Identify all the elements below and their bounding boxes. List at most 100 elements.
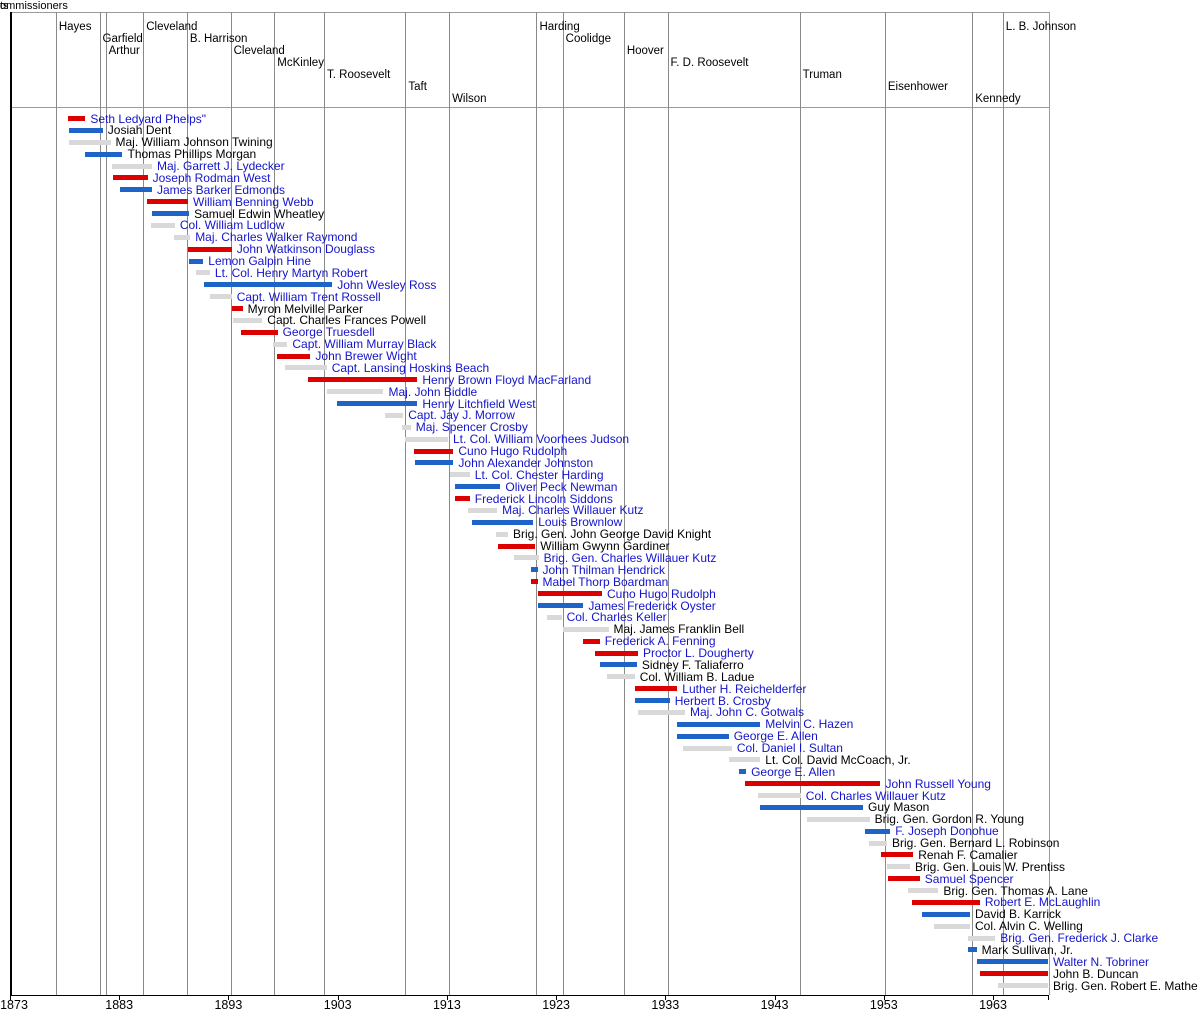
axis-tick [993,995,994,1000]
president-label: Hoover [626,45,664,57]
commissioner-name[interactable]: Herbert B. Crosby [674,693,771,708]
president-label: F. D. Roosevelt [670,57,749,69]
commissioner-bar [807,816,870,822]
commissioner-name[interactable]: F. Joseph Donohue [895,824,999,839]
axis-year-label: 1943 [760,998,789,1012]
commissioner-name[interactable]: Henry Brown Floyd MacFarland [422,372,592,387]
axis-year-label: 1873 [0,998,28,1012]
commissioner-name[interactable]: John Thilman Hendrick [542,562,666,577]
commissioner-bar [85,151,123,157]
commissioner-name[interactable]: Maj. Charles Willauer Kutz [502,503,644,518]
commissioner-name[interactable]: Joseph Rodman West [152,170,271,185]
commissioner-bar [188,246,232,252]
commissioner-name[interactable]: Oliver Peck Newman [505,479,618,494]
commissioner-name[interactable]: Brig. Gen. Frederick J. Clarke [1000,931,1159,945]
commissioner-bar [467,507,498,513]
commissioner-name[interactable]: Maj. John C. Gotwals [690,705,805,720]
commissioner-bar [745,781,881,787]
president-label: Kennedy [975,93,1021,105]
commissioner-name[interactable]: Maj. Spencer Crosby [415,420,528,435]
commissioner-name[interactable]: James Barker Edmonds [157,182,286,197]
commissioner-name[interactable]: John Alexander Johnston [458,455,594,470]
commissioner-bar [976,959,1048,965]
commissioner-bar [454,496,470,502]
commissioner-name[interactable]: Lt. Col. Henry Martyn Robert [214,265,368,280]
commissioner-name[interactable]: John Wesley Ross [337,277,437,292]
commissioner-name[interactable]: John Brewer Wight [315,349,417,363]
commissioner-name[interactable]: Maj. Garrett J. Lydecker [157,159,285,173]
commissioner-bar [888,876,920,882]
commissioner-name[interactable]: Capt. Lansing Hoskins Beach [331,360,490,375]
president-label: Cleveland [146,21,198,33]
commissioner-name: William Gwynn Gardiner [540,539,670,554]
commissioner-name[interactable]: Seth Ledyard Phelps" [90,111,207,126]
president-gridline [562,12,564,995]
commissioner-name[interactable]: John Watkinson Douglass [236,242,375,257]
commissioner-name[interactable]: Proctor L. Dougherty [643,646,754,660]
commissioner-name[interactable]: Maj. Charles Walker Raymond [195,230,358,245]
commissioner-bar [634,686,678,692]
commissioner-bar [326,389,384,395]
commissioner-name[interactable]: Col. William Ludlow [179,218,285,233]
commissioner-name: Thomas Phillips Morgan [127,147,257,162]
commissioner-name[interactable]: Cuno Hugo Rudolph [458,444,568,459]
commissioner-bar [547,614,562,620]
commissioner-name[interactable]: Brig. Gen. Charles Willauer Kutz [543,550,717,565]
commissioner-name[interactable]: Frederick A. Fenning [604,634,716,649]
president-label: Hayes [58,21,92,33]
president-gridline [449,12,451,995]
commissioner-name[interactable]: Col. Daniel I. Sultan [736,741,843,755]
commissioner-bar [998,983,1048,988]
commissioner-bar [276,353,311,359]
commissioner-bar [152,211,190,216]
axis-tick [446,995,448,1000]
commissioner-name[interactable]: John Russell Young [885,776,991,791]
commissioner-name[interactable]: George E. Allen [751,764,836,779]
commissioner-name[interactable]: Cuno Hugo Rudolph [607,586,716,601]
commissioner-name[interactable]: Lemon Galpin Hine [208,254,312,268]
commissioner-name[interactable]: Capt. William Trent Rossell [236,289,381,304]
commissioner-name: Col. Alvin C. Welling [975,919,1083,934]
commissioner-name[interactable]: Walter N. Tobriner [1053,954,1150,969]
commissioner-bar [880,852,914,858]
commissioner-name[interactable]: George Truesdell [282,325,375,340]
commissioner-name[interactable]: George E. Allen [733,729,818,744]
commissioner-name[interactable]: James Frederick Oyster [588,598,716,613]
commissioner-name[interactable]: Samuel Spencer [924,871,1014,886]
president-label: Garfield [102,33,143,45]
commissioner-name: Renah F. Camalier [918,847,1018,862]
president-label: L. B. Johnson [1005,21,1077,33]
commissioner-name[interactable]: Capt. Jay J. Morrow [408,408,515,423]
commissioner-name[interactable]: William Benning Webb [193,194,314,209]
commissioner-name[interactable]: Lt. Col. William Voorhees Judson [453,432,630,447]
commissioner-bar [638,709,685,715]
commissioner-name[interactable]: Mabel Thorp Boardman [542,574,669,589]
commissioner-name[interactable]: Louis Brownlow [538,515,623,530]
president-gridline [405,12,407,995]
commissioner-bar [682,745,732,751]
commissioner-name[interactable]: Lt. Col. Chester Harding [474,467,604,482]
commissioner-name[interactable]: Henry Litchfield West [422,396,536,411]
commissioner-bar [912,899,980,905]
commissioner-name: John B. Duncan [1053,966,1139,981]
commissioner-name[interactable]: Col. Charles Keller [566,610,667,625]
chart-right-border [1049,12,1050,995]
commissioner-name[interactable]: Melvin C. Hazen [765,717,854,732]
commissioner-name[interactable]: Maj. John Biddle [388,384,478,399]
commissioner-name[interactable]: Capt. William Murray Black [292,337,437,352]
commissioner-bar [405,436,448,442]
president-gridline [324,12,325,995]
commissioner-bar [415,460,454,466]
axis-year-label: 1913 [432,998,461,1012]
president-label: Harding [539,21,580,33]
commissioner-name[interactable]: Col. Charles Willauer Kutz [805,788,946,803]
commissioner-name[interactable]: Frederick Lincoln Siddons [474,491,613,506]
commissioner-name[interactable]: Luther H. Reichelderfer [682,681,807,696]
commissioner-bar [728,757,761,763]
axis-year-label: 1883 [105,998,134,1012]
commissioner-bar [758,793,801,798]
president-gridline [186,12,188,995]
presidents-section-label: ts [0,0,9,12]
commissioner-name[interactable]: Robert E. McLaughlin [984,895,1101,910]
commissioner-bar [308,377,418,383]
